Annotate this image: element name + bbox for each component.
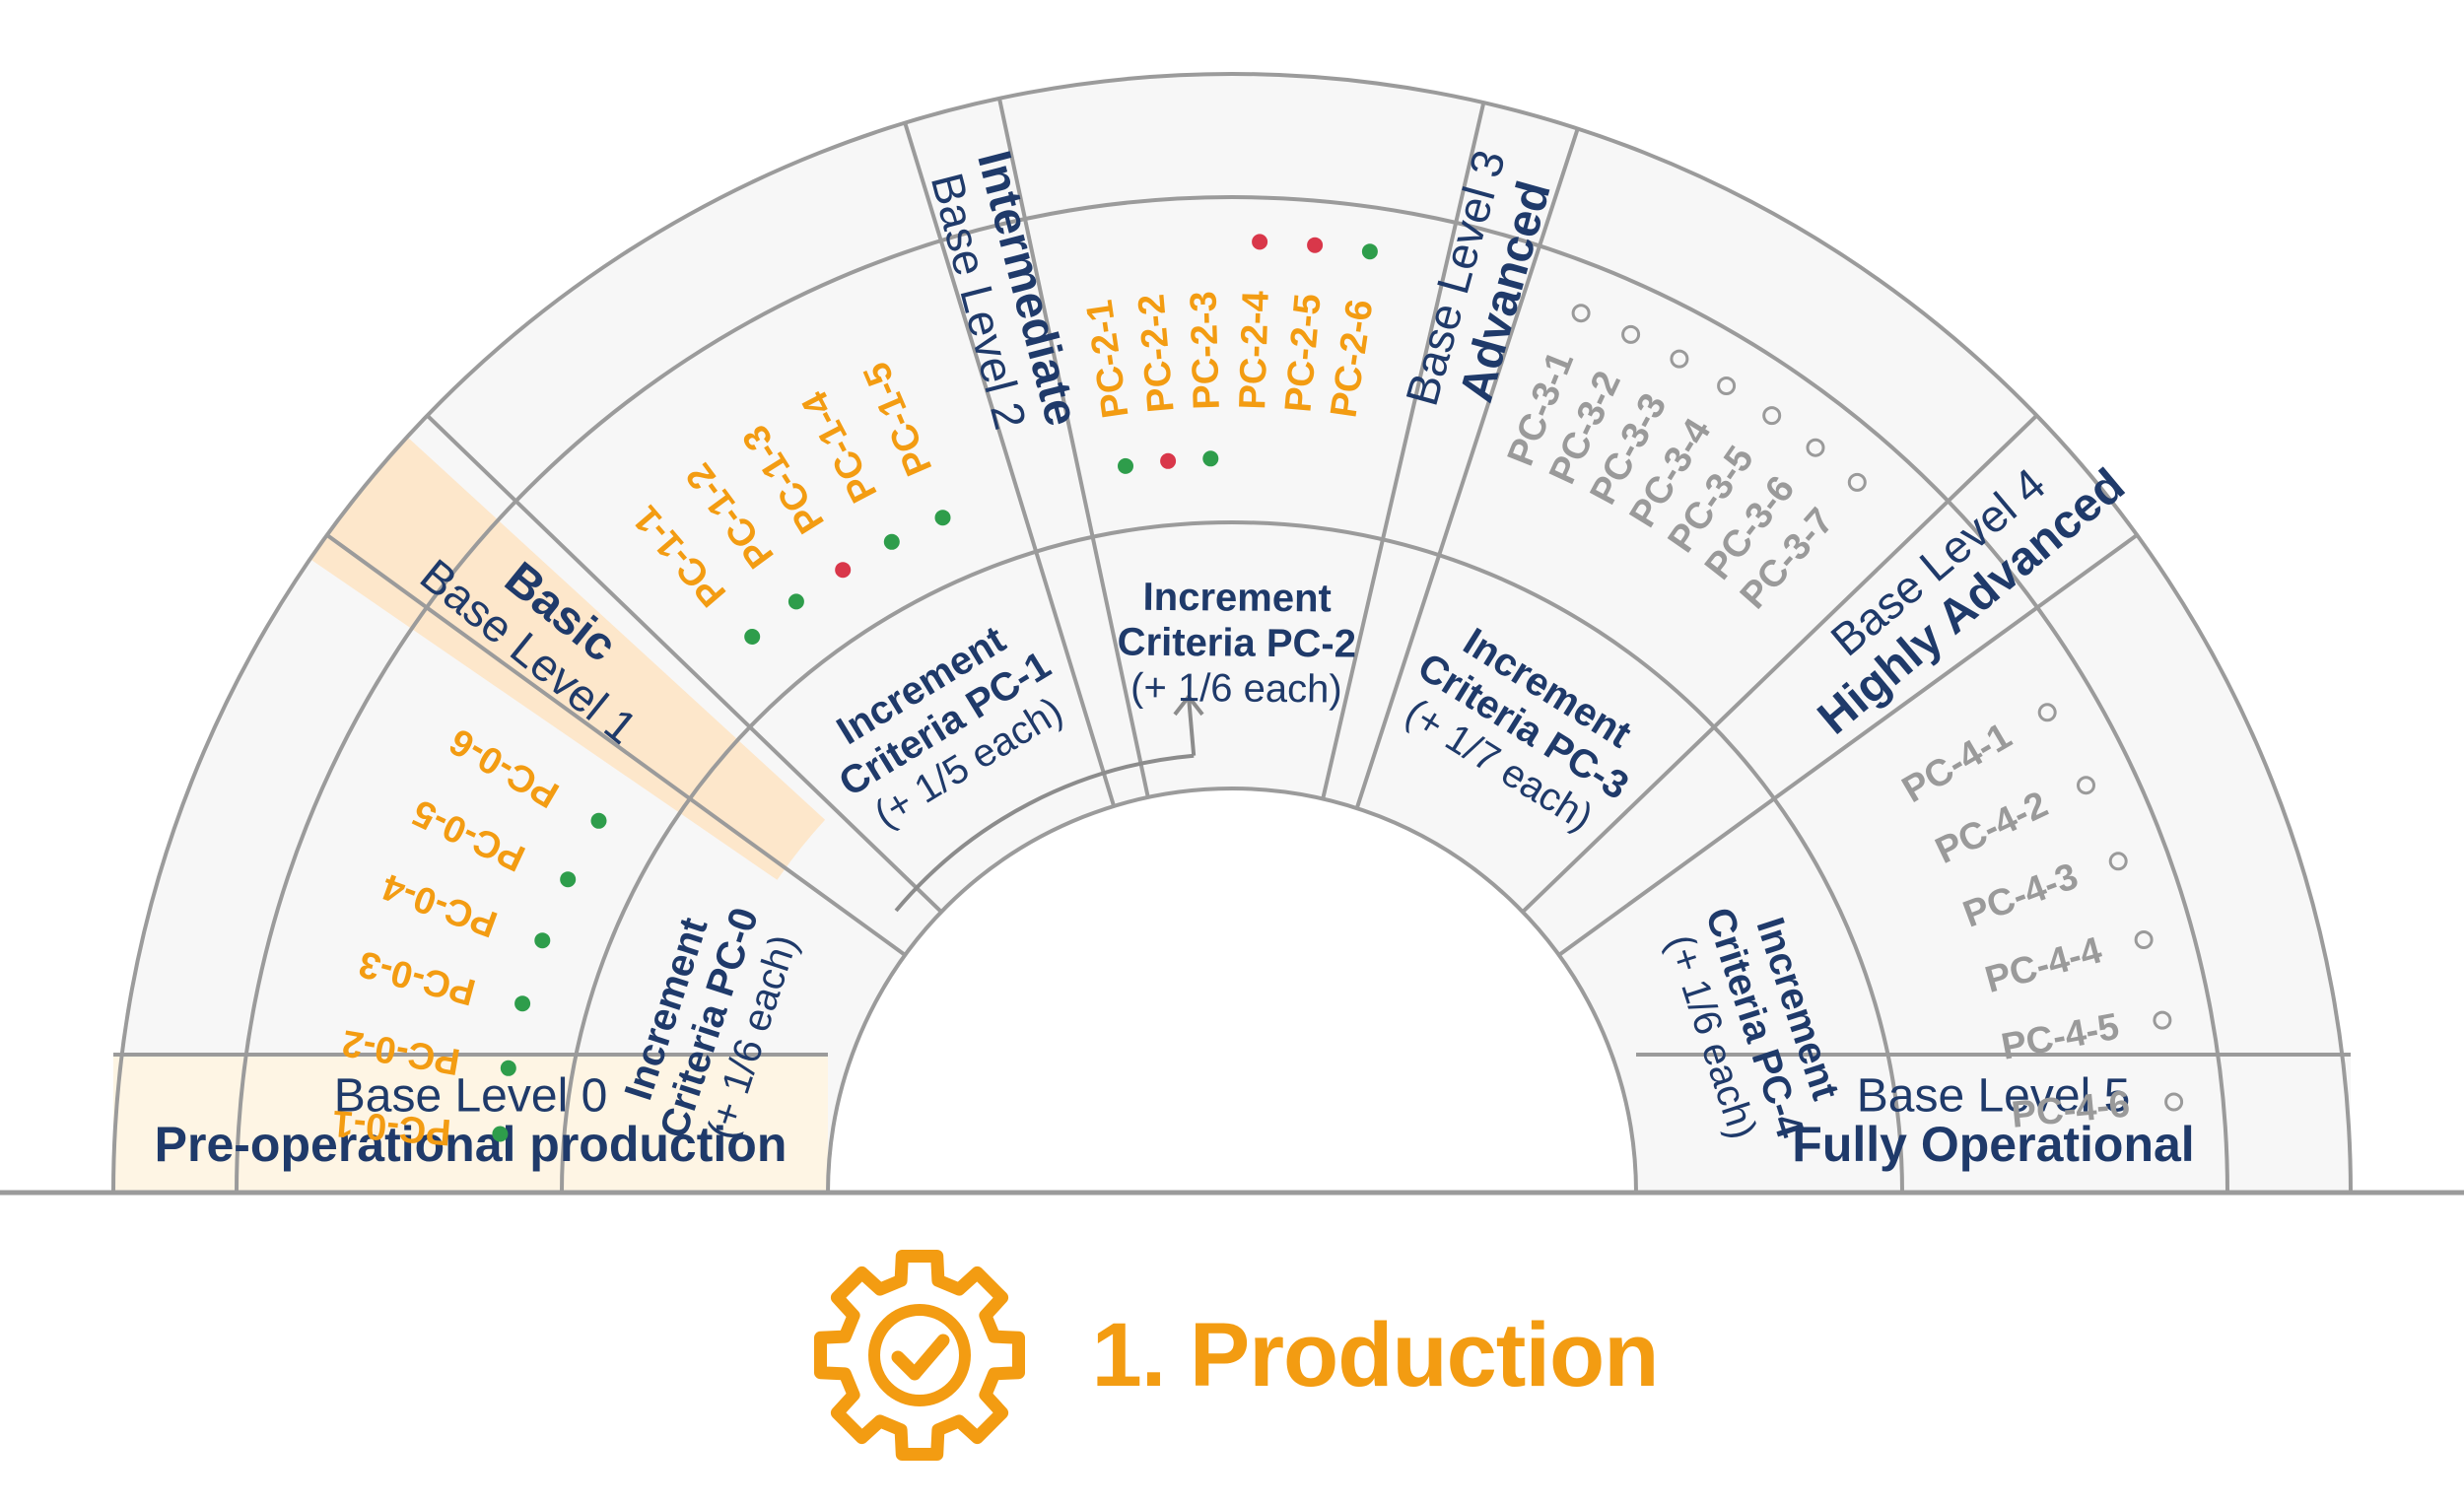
divider-4 <box>1354 127 1580 809</box>
level5-block <box>1636 1055 2351 1193</box>
level-5-label: Base Level 5 <box>1857 1070 2131 1123</box>
criterion-3-6-status <box>1847 472 1867 492</box>
criterion-0-0-status <box>492 1126 509 1142</box>
criterion-2-4-status <box>1307 237 1324 253</box>
increment-2-line1: Increment <box>1142 576 1332 621</box>
criterion-4-3-status <box>2134 930 2154 949</box>
ring-arc-2 <box>235 195 2229 1194</box>
divider-7 <box>1521 414 2038 914</box>
criterion-4-5-status <box>2164 1092 2184 1112</box>
ring-arc-3 <box>111 72 2353 1194</box>
criterion-1-0-status <box>744 629 761 645</box>
divider-2 <box>997 98 1150 798</box>
criterion-0-4-status <box>560 871 577 888</box>
criterion-0-2-status <box>514 995 531 1012</box>
diagram-lines <box>0 72 2464 1196</box>
criterion-3-1-status <box>1621 324 1641 344</box>
criterion-0-0: PC-0-1 <box>331 1102 452 1153</box>
criterion-0-3-status <box>534 932 551 949</box>
level-5-name: Fully Operational <box>1792 1117 2194 1172</box>
outer-ring-bg <box>113 74 2351 1193</box>
inner-ring-bg <box>562 522 1902 1193</box>
criterion-3-3-status <box>1717 376 1737 395</box>
criterion-2-1-status <box>1160 452 1177 469</box>
criterion-1-2-status <box>835 562 852 579</box>
criterion-0-1-status <box>500 1060 516 1076</box>
criterion-1-3-status <box>883 533 900 550</box>
divider-3 <box>903 122 1117 807</box>
ring-arc-1 <box>560 520 1904 1194</box>
divider-5 <box>1321 102 1486 799</box>
criterion-0-5-status <box>590 812 607 829</box>
criterion-2-3: PC-2-4 <box>1232 291 1277 411</box>
ring-arc-0 <box>826 787 1638 1194</box>
gear-outline <box>813 1250 1025 1461</box>
divider-1 <box>325 533 907 957</box>
criterion-2-3-status <box>1252 234 1268 250</box>
level-0-name: Pre-operational production <box>155 1117 787 1172</box>
criterion-2-0-status <box>1118 457 1133 474</box>
criterion-1-1-status <box>787 593 804 610</box>
level1-highlight <box>309 437 826 880</box>
criterion-2-1: PC-2-2 <box>1130 293 1182 415</box>
level-0-label: Base Level 0 <box>334 1070 608 1123</box>
gear-check-icon <box>813 1250 1025 1461</box>
arrow-head <box>1173 693 1204 717</box>
center-hub <box>830 790 1634 1193</box>
criterion-3-5-status <box>1806 438 1825 457</box>
increment-2-line3: (+ 1/6 each) <box>1130 666 1342 712</box>
footer: 1. Production <box>0 1250 2464 1461</box>
criterion-3-4-status <box>1762 406 1782 426</box>
criterion-2-2: PC-2-3 <box>1183 291 1228 411</box>
criterion-4-2-status <box>2108 852 2128 871</box>
criterion-4-0-status <box>2037 703 2057 722</box>
arrow-stem <box>1187 696 1197 756</box>
criterion-4-1-status <box>2077 776 2095 795</box>
level0-block <box>113 1055 828 1193</box>
criterion-4-4-status <box>2153 1010 2172 1030</box>
divider-6 <box>1557 533 2139 957</box>
arrow-arc <box>894 753 1195 913</box>
footer-title: 1. Production <box>1091 1304 1660 1405</box>
divider-0 <box>426 414 943 914</box>
criterion-2-4: PC-2-5 <box>1277 292 1329 414</box>
progress-arrow <box>894 693 1204 913</box>
criterion-3-0-status <box>1571 304 1591 323</box>
criterion-3-2-status <box>1670 349 1689 369</box>
diagram-panels <box>113 74 2351 1193</box>
criterion-2-2-status <box>1202 450 1219 467</box>
criterion-2-5-status <box>1361 243 1378 260</box>
criterion-1-4-status <box>934 510 951 526</box>
increment-2-line2: Criteria PC-2 <box>1117 621 1356 666</box>
